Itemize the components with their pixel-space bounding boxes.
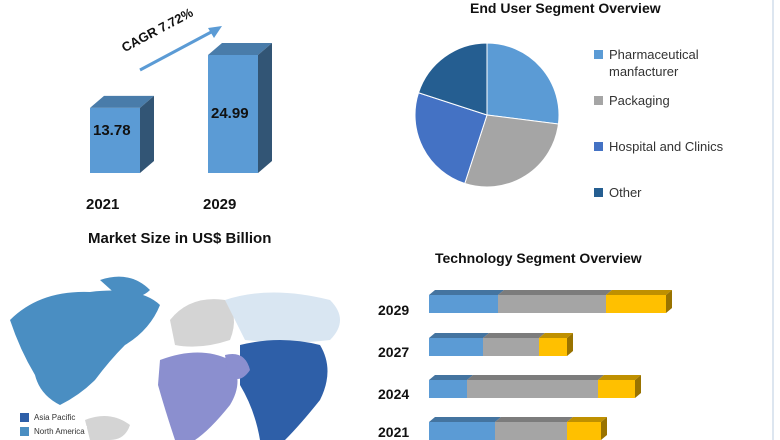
market-year-label: 2021 <box>86 196 120 213</box>
technology-year-label: 2021 <box>378 424 410 440</box>
tech-bar-top <box>429 333 489 338</box>
north-america-region <box>10 290 160 405</box>
tech-bar-segment <box>539 338 567 356</box>
russia-region <box>225 292 340 343</box>
tech-bar-top <box>429 375 473 380</box>
greenland-region <box>100 276 150 299</box>
tech-bar-side <box>666 290 672 313</box>
legend-label: Hospital and Clinics <box>609 139 724 154</box>
market-bar <box>90 107 140 173</box>
tech-bar-segment <box>495 422 567 440</box>
tech-bar-top <box>567 417 607 422</box>
bar-top <box>208 43 272 55</box>
tech-bar-side <box>601 417 607 440</box>
tech-bar-segment <box>467 380 598 398</box>
tech-bar-segment <box>429 338 483 356</box>
tech-bar-top <box>539 333 573 338</box>
market-year-label: 2029 <box>203 196 237 213</box>
cagr-arrow-head <box>208 26 222 38</box>
legend-label: Packaging <box>609 93 670 108</box>
bar-side <box>258 43 272 173</box>
tech-bar-top <box>495 417 573 422</box>
africa-region <box>158 352 238 440</box>
asia-pacific-region <box>240 340 328 440</box>
technology-chart-title: Technology Segment Overview <box>435 250 642 266</box>
legend-swatch <box>594 50 603 59</box>
tech-bar-top <box>498 290 612 295</box>
technology-year-label: 2024 <box>378 386 410 402</box>
bar-side <box>140 95 154 173</box>
tech-bar-side <box>567 333 573 356</box>
legend-label: North America <box>34 427 85 436</box>
tech-bar-segment <box>598 380 635 398</box>
tech-bar-segment <box>429 422 495 440</box>
tech-bar-segment <box>429 295 498 313</box>
legend-item: Hospital and Clinics <box>594 138 723 155</box>
tech-bar-segment <box>606 295 666 313</box>
tech-bar-top <box>429 417 501 422</box>
map-legend-item: Asia Pacific <box>18 412 78 423</box>
legend-swatch <box>20 427 29 436</box>
legend-swatch <box>594 142 603 151</box>
market-value-label: 13.78 <box>93 122 131 139</box>
legend-label: Pharmaceutical manfacturer <box>609 47 699 79</box>
pie-chart-title: End User Segment Overview <box>470 0 661 16</box>
tech-bar-top <box>606 290 672 295</box>
legend-label: Asia Pacific <box>34 413 76 422</box>
middle-east-region <box>225 354 250 379</box>
tech-bar-segment <box>429 380 467 398</box>
cagr-arrow <box>139 28 216 72</box>
tech-bar-top <box>467 375 604 380</box>
south-america-region <box>85 416 130 440</box>
technology-year-label: 2027 <box>378 344 410 360</box>
legend-swatch <box>594 96 603 105</box>
bar-top <box>90 95 154 108</box>
legend-swatch <box>20 413 29 422</box>
europe-region <box>170 299 234 347</box>
pie-slice <box>486 42 560 125</box>
map-legend-item: North America <box>18 426 87 437</box>
legend-label: Other <box>609 185 642 200</box>
tech-bar-top <box>598 375 641 380</box>
market-chart-title: Market Size in US$ Billion <box>88 230 272 247</box>
legend-swatch <box>594 188 603 197</box>
pie-slice <box>464 114 559 188</box>
legend-item: Packaging <box>594 92 670 109</box>
technology-year-label: 2029 <box>378 302 410 318</box>
pie-slice <box>414 92 488 185</box>
legend-item: Pharmaceutical manfacturer <box>594 46 739 80</box>
market-bar <box>208 55 258 173</box>
tech-bar-segment <box>498 295 606 313</box>
tech-bar-segment <box>483 338 539 356</box>
market-value-label: 24.99 <box>211 105 249 122</box>
tech-bar-top <box>483 333 545 338</box>
legend-item: Other <box>594 184 642 201</box>
tech-bar-side <box>635 375 641 398</box>
pie-slice <box>417 42 488 116</box>
tech-bar-segment <box>567 422 601 440</box>
tech-bar-top <box>429 290 504 295</box>
right-border <box>772 0 774 440</box>
